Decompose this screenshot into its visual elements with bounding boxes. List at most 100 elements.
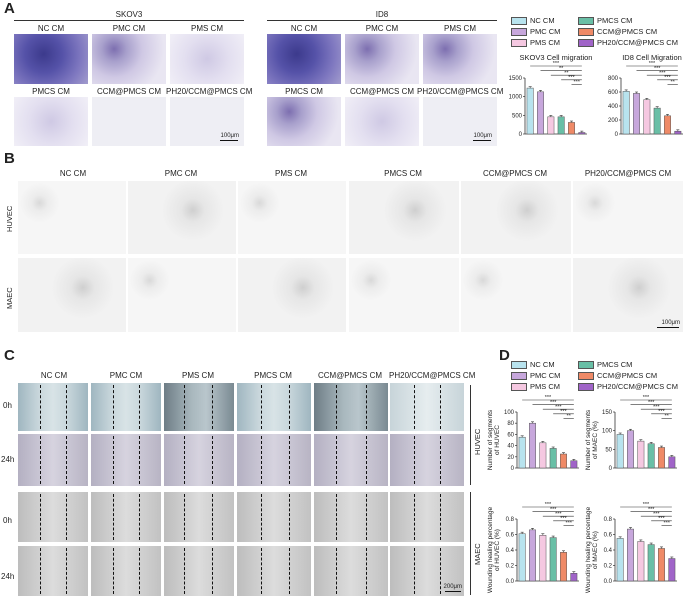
skov3-scalebar-label: 100μm (220, 133, 239, 139)
y-tick-label: 40 (507, 444, 514, 450)
c-maec-24h-pmcs (237, 546, 311, 596)
bar (668, 558, 676, 582)
sig-label: *** (643, 395, 650, 401)
sig-label: *** (643, 502, 650, 508)
bar (539, 535, 547, 582)
sig-label: *** (663, 521, 670, 527)
b-maec-pmcs (349, 258, 459, 332)
id8-label-ccm: CCM@PMCS CM (349, 87, 415, 96)
b-row-maec: MAEC (5, 287, 14, 309)
skov3-image-ccm (92, 97, 166, 146)
c-group-huvec: HUVEC (473, 428, 482, 455)
b-col-nc: NC CM (59, 169, 87, 178)
sig-label: *** (560, 516, 567, 522)
legend-a-swatch-ccm (578, 28, 594, 36)
c-maec-0h-ccm (314, 492, 388, 542)
bar (549, 448, 557, 469)
bar (664, 115, 671, 135)
id8-label-pms: PMS CM (444, 24, 476, 33)
b-col-pmc: PMC CM (164, 169, 198, 178)
sig-label: *** (649, 61, 656, 67)
c-huvec-0h-nc (18, 383, 88, 431)
bar (647, 544, 655, 582)
id8-image-pms (423, 34, 497, 84)
skov3-title: SKOV3 (115, 10, 143, 19)
c-maec-0h-nc (18, 492, 88, 542)
b-maec-pms (238, 258, 346, 332)
c-huvec-0h-pmc (91, 383, 161, 431)
sig-label: *** (560, 409, 567, 415)
c-huvec-0h-ccm (314, 383, 388, 431)
skov3-label-pmcs: PMCS CM (32, 87, 70, 96)
c-maec-24h-ph20: 200μm (390, 546, 464, 596)
y-axis-label: of MAEC (%) (592, 421, 599, 459)
y-tick-label: 0.4 (604, 548, 613, 554)
id8-image-pmc (345, 34, 419, 84)
sig-label: ** (671, 80, 676, 86)
y-tick-label: 100 (602, 429, 613, 435)
sig-label: *** (555, 404, 562, 410)
y-tick-label: 150 (602, 410, 613, 416)
y-tick-label: 0.4 (506, 548, 515, 554)
bar (647, 443, 655, 469)
skov3-image-pmc (92, 34, 166, 84)
c-maec-24h-ccm (314, 546, 388, 596)
c-maec-0h-pms (164, 492, 234, 542)
id8-image-pmcs (267, 97, 341, 146)
c-col-pmc: PMC CM (109, 371, 143, 380)
y-tick-label: 0 (615, 132, 619, 138)
y-tick-label: 0.2 (604, 564, 613, 570)
sig-label: *** (573, 80, 580, 86)
y-axis-label: of HUVEC (%) (494, 529, 501, 571)
bar (570, 573, 578, 582)
c-group-maec: MAEC (473, 543, 482, 565)
legend-a-ccm: CCM@PMCS CM (597, 27, 658, 36)
bar (539, 442, 547, 469)
sig-label: *** (653, 511, 660, 517)
id8-image-ccm (345, 97, 419, 146)
bar (557, 116, 565, 135)
y-tick-label: 80 (507, 421, 514, 427)
skov3-image-ph20: 100μm (170, 97, 244, 146)
bar (668, 456, 676, 469)
c-group-bracket-maec (470, 492, 471, 595)
panel-label-c: C (4, 347, 15, 364)
id8-label-pmc: PMC CM (365, 24, 399, 33)
y-tick-label: 0.0 (604, 579, 613, 585)
y-tick-label: 0 (609, 466, 613, 472)
legend-d-pms: PMS CM (530, 382, 560, 391)
c-col-ph20: PH20/CCM@PMCS CM (389, 371, 476, 380)
skov3-label-nc: NC CM (37, 24, 65, 33)
y-tick-label: 800 (608, 76, 619, 82)
c-maec-0h-ph20 (390, 492, 464, 542)
id8-label-pmcs: PMCS CM (285, 87, 323, 96)
legend-d-swatch-nc (511, 361, 527, 369)
skov3-label-ph20: PH20/CCM@PMCS CM (166, 87, 253, 96)
bar (627, 528, 634, 582)
b-maec-ph20: 100μm (573, 258, 683, 332)
legend-a-nc: NC CM (530, 16, 555, 25)
legend-a-swatch-nc (511, 17, 527, 25)
y-tick-label: 0.8 (604, 517, 613, 523)
legend-d-ccm: CCM@PMCS CM (597, 371, 658, 380)
sig-label: *** (565, 521, 572, 527)
b-maec-pmc (128, 258, 236, 332)
legend-a-swatch-pms (511, 39, 527, 47)
sig-label: *** (568, 75, 575, 81)
legend-a-pmc: PMC CM (530, 27, 561, 36)
legend-d-nc: NC CM (530, 360, 555, 369)
y-axis-label: Number of segments (487, 409, 494, 470)
c-huvec-24h-pmc (91, 434, 161, 486)
c-maec-0h-pmc (91, 492, 161, 542)
y-tick-label: 0 (519, 132, 523, 138)
legend-d-swatch-pmcs (578, 361, 594, 369)
legend-a-swatch-ph20 (578, 39, 594, 47)
sig-label: *** (545, 395, 552, 401)
y-tick-label: 1500 (509, 76, 523, 82)
c-col-pmcs: PMCS CM (254, 371, 292, 380)
bar (568, 122, 575, 135)
